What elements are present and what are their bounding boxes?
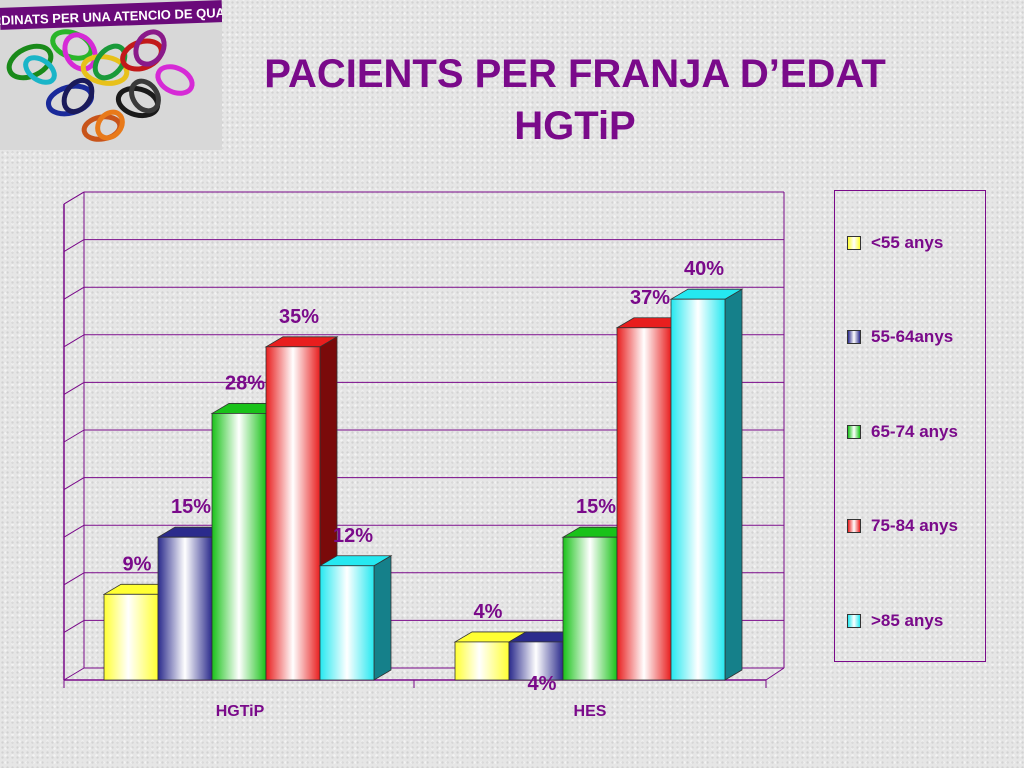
legend-swatch bbox=[847, 519, 861, 533]
chart-legend: <55 anys 55-64anys 65-74 anys 75-84 anys >85… bbox=[834, 190, 986, 662]
bar-side-face bbox=[724, 288, 743, 681]
data-label: 12% bbox=[333, 525, 373, 547]
bars-group bbox=[102, 288, 744, 681]
data-label: 15% bbox=[576, 496, 616, 518]
x-axis-labels: HGTiP HES bbox=[216, 703, 607, 720]
side-gridline bbox=[63, 191, 85, 205]
side-gridline bbox=[63, 524, 85, 538]
data-label: 4% bbox=[474, 601, 503, 623]
data-label: 40% bbox=[684, 258, 724, 280]
bar-front-face bbox=[562, 536, 618, 681]
x-tick-label: HGTiP bbox=[216, 703, 265, 720]
legend-swatch bbox=[847, 425, 861, 439]
bar-front-face bbox=[319, 565, 375, 681]
data-label: 37% bbox=[630, 287, 670, 309]
legend-item: 75-84 anys bbox=[847, 516, 958, 536]
legend-item: <55 anys bbox=[847, 233, 943, 253]
bar-side-face bbox=[373, 555, 392, 681]
data-label: 28% bbox=[225, 372, 265, 394]
x-tick-label: HES bbox=[574, 703, 607, 720]
side-gridline bbox=[63, 429, 85, 443]
side-gridline bbox=[63, 334, 85, 348]
legend-label: 65-74 anys bbox=[871, 422, 958, 441]
bar-front-face bbox=[157, 536, 213, 681]
bar-front-face bbox=[265, 346, 321, 681]
legend-item: >85 anys bbox=[847, 611, 943, 631]
side-gridline bbox=[63, 619, 85, 633]
data-labels-group: 9% 15% 28% 35% 12% 4% 4% 15% 37% 40% bbox=[123, 258, 725, 695]
bar-front-face bbox=[670, 298, 726, 681]
tangled-knots-icon bbox=[6, 29, 195, 142]
data-label: 35% bbox=[279, 306, 319, 328]
side-gridline bbox=[63, 572, 85, 586]
bar bbox=[669, 288, 744, 681]
bar-front-face bbox=[103, 593, 159, 681]
bar bbox=[318, 555, 393, 681]
page-title-line2: HGTiP bbox=[514, 104, 636, 148]
logo-banner: COORDINATS PER UNA ATENCIO DE QUALITAT bbox=[0, 0, 260, 30]
legend-item: 55-64anys bbox=[847, 327, 953, 347]
page-title: PACIENTS PER FRANJA D’EDAT HGTiP bbox=[200, 48, 950, 152]
data-label: 4% bbox=[528, 673, 557, 695]
legend-label: >85 anys bbox=[871, 611, 944, 630]
legend-swatch bbox=[847, 236, 861, 250]
side-gridline bbox=[63, 667, 85, 681]
side-gridline bbox=[63, 239, 85, 253]
legend-swatch bbox=[847, 330, 861, 344]
floor-right-edge bbox=[765, 667, 785, 681]
data-label: 9% bbox=[123, 553, 152, 575]
logo: COORDINATS PER UNA ATENCIO DE QUALITAT bbox=[0, 0, 260, 150]
legend-swatch bbox=[847, 614, 861, 628]
legend-label: <55 anys bbox=[871, 233, 944, 252]
legend-label: 55-64anys bbox=[871, 327, 954, 346]
page-title-line1: PACIENTS PER FRANJA D’EDAT bbox=[264, 52, 886, 96]
bar-front-face bbox=[616, 327, 672, 681]
side-gridline bbox=[63, 381, 85, 395]
bar-front-face bbox=[454, 641, 510, 681]
legend-item: 65-74 anys bbox=[847, 422, 958, 442]
side-gridline bbox=[63, 286, 85, 300]
data-label: 15% bbox=[171, 496, 211, 518]
legend-label: 75-84 anys bbox=[871, 516, 958, 535]
bar-front-face bbox=[211, 413, 267, 681]
side-gridline bbox=[63, 477, 85, 491]
